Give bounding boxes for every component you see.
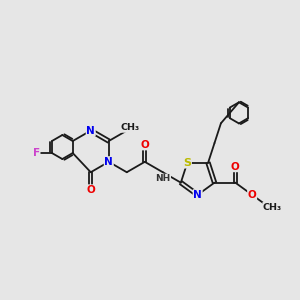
Text: CH₃: CH₃ bbox=[263, 202, 282, 211]
Text: CH₃: CH₃ bbox=[121, 123, 140, 132]
Text: O: O bbox=[140, 140, 149, 150]
Text: O: O bbox=[86, 185, 95, 195]
Text: O: O bbox=[231, 162, 240, 172]
Text: N: N bbox=[104, 157, 113, 167]
Text: N: N bbox=[86, 126, 95, 136]
Text: F: F bbox=[33, 148, 40, 158]
Text: O: O bbox=[248, 190, 256, 200]
Text: N: N bbox=[193, 190, 202, 200]
Text: NH: NH bbox=[155, 174, 170, 183]
Text: S: S bbox=[183, 158, 191, 168]
